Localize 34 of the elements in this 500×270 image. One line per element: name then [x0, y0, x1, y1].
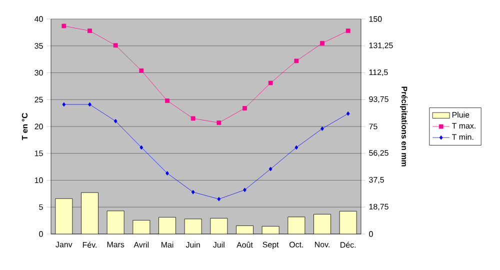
bar: [288, 216, 305, 234]
point: [62, 24, 66, 28]
point: [216, 120, 222, 125]
bar: [132, 220, 150, 234]
point: [346, 111, 350, 116]
point: [191, 190, 195, 194]
point: [113, 43, 118, 48]
point: [140, 145, 144, 150]
point: [268, 166, 272, 172]
point: [217, 196, 221, 202]
bar: [339, 211, 357, 234]
point: [242, 106, 247, 110]
point: [294, 58, 299, 64]
point: [88, 102, 92, 107]
bar: [55, 198, 72, 234]
point: [139, 68, 144, 73]
point: [346, 28, 350, 34]
point: [166, 171, 169, 176]
bar: [314, 214, 331, 234]
bar: [81, 192, 98, 234]
bar: [210, 218, 228, 234]
point: [62, 102, 66, 107]
point: [88, 28, 92, 34]
point: [320, 40, 324, 46]
point: [320, 126, 324, 131]
bar: [184, 218, 202, 234]
point: [114, 118, 118, 124]
point: [243, 188, 246, 192]
bar: [158, 217, 176, 234]
point: [294, 145, 298, 150]
point: [165, 98, 170, 103]
point: [190, 116, 196, 121]
point: [268, 80, 273, 86]
bar: [107, 210, 124, 234]
